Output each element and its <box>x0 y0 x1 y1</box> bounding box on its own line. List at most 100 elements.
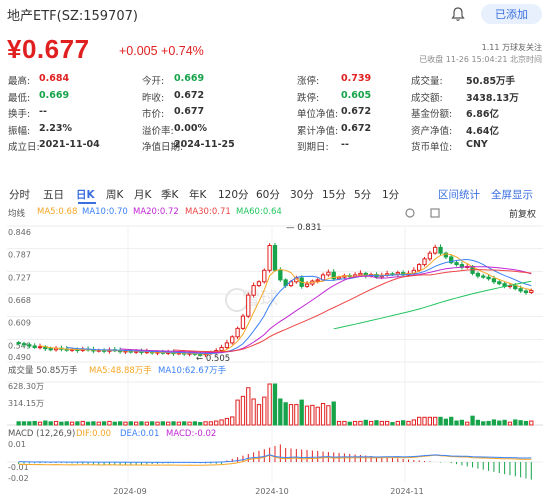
volume-bar <box>53 420 59 426</box>
volume-bar <box>278 398 283 426</box>
candle-body <box>491 278 497 283</box>
tab-period[interactable]: 日K <box>76 189 95 201</box>
tab-period[interactable]: 5分 <box>354 189 372 201</box>
date-axis-label: 2024-10 <box>255 487 288 496</box>
volume-bar <box>283 402 288 426</box>
candle-body <box>315 279 320 282</box>
tab-period[interactable]: 30分 <box>290 189 314 201</box>
volume-bar <box>123 421 128 426</box>
volume-bar <box>320 402 326 426</box>
volume-bar <box>486 420 491 426</box>
volume-bar <box>529 420 534 426</box>
quote-label: 到期日: <box>297 142 329 153</box>
volume-bar <box>304 405 310 426</box>
volume-bar <box>507 421 513 426</box>
quote-label: 振幅: <box>8 125 31 137</box>
volume-bar <box>513 419 518 426</box>
quote-label: 最低: <box>8 92 31 104</box>
quote-label: 市价: <box>142 109 165 120</box>
volume-bar <box>155 421 160 426</box>
quote-grid: 最高: 0.684 今开: 0.669 涨停: 0.739 成交量: 50.85万手 最低: 0.… <box>8 73 548 156</box>
bell-icon[interactable] <box>449 5 467 23</box>
volume-bar <box>107 420 112 426</box>
volume-bar <box>342 420 347 426</box>
candle-body <box>326 271 331 276</box>
candle-body <box>422 258 427 266</box>
quote-label: 单位净值: <box>297 109 339 120</box>
candle-body <box>272 244 278 271</box>
candle-body <box>449 256 454 264</box>
volume-legend-label: 成交量 50.85万手 <box>8 365 78 376</box>
quote-value: 0.672 <box>174 89 205 101</box>
date-axis-label: 2024-09 <box>113 487 146 496</box>
fullscreen-link[interactable]: 全屏显示 <box>491 189 533 201</box>
tab-period[interactable]: 季K <box>161 189 179 201</box>
high-annotation: — 0.831 <box>286 223 322 233</box>
added-watchlist-button[interactable]: 已添加 <box>481 4 542 24</box>
ma-legend-label: 均线 <box>8 209 26 219</box>
range-stats-link[interactable]: 区间统计 <box>438 189 480 201</box>
low-annotation: ← 0.505 <box>196 354 230 364</box>
quote-label: 跌停: <box>297 92 320 104</box>
settings-icon[interactable] <box>405 208 415 218</box>
price-axis-label: 0.787 <box>8 251 31 260</box>
period-tabs: 区间统计 全屏显示 分时 五日 日K 周K 月K 季K 年K 120分 60分 30分 15分 5分 1… <box>0 183 550 204</box>
volume-bar <box>502 419 507 426</box>
volume-bar <box>358 420 363 426</box>
quote-value: 2021-11-04 <box>39 139 100 150</box>
tab-period[interactable]: 五日 <box>43 189 64 201</box>
adjust-mode[interactable]: 前复权 <box>509 210 537 220</box>
quote-value: 0.739 <box>341 73 372 84</box>
volume-bar <box>400 420 406 426</box>
volume-bar <box>294 404 299 426</box>
volume-bar <box>454 420 459 426</box>
tab-period[interactable]: 120分 <box>218 189 249 201</box>
quote-value: 2024-11-25 <box>174 139 235 150</box>
volume-bar <box>85 421 91 426</box>
volume-bar <box>459 419 465 426</box>
quote-row: 换手: -- 市价: 0.677 单位净值: 0.672 基金份额: 6.86亿 <box>8 106 548 123</box>
volume-bar <box>475 419 481 426</box>
volume-bar <box>32 420 37 426</box>
candle-body <box>235 327 240 338</box>
volume-bar <box>208 421 214 426</box>
candle-body <box>454 262 459 266</box>
quote-value: 0.672 <box>341 122 372 134</box>
candle-body <box>198 353 203 356</box>
tab-period[interactable]: 15分 <box>322 189 346 201</box>
quote-value: 0.00% <box>174 122 207 134</box>
expand-icon[interactable] <box>430 208 440 218</box>
candle-body <box>32 345 37 348</box>
quote-value: 0.672 <box>341 106 372 117</box>
tab-period[interactable]: 月K <box>134 189 152 201</box>
volume-bar <box>481 421 486 426</box>
volume-bar <box>331 401 336 426</box>
market-status: 已收盘 11-26 15:04:21 北京时间 <box>419 55 542 64</box>
volume-bar <box>139 421 144 426</box>
current-price: ¥0.677 <box>7 34 90 64</box>
volume-bar <box>198 422 203 426</box>
price-axis-label: 0.727 <box>8 273 31 282</box>
tab-period[interactable]: 年K <box>189 189 207 201</box>
tab-period[interactable]: 周K <box>106 189 124 201</box>
volume-bar <box>133 421 139 426</box>
quote-label: 涨停: <box>297 76 320 87</box>
candle-body <box>304 283 310 287</box>
candle-body <box>443 252 449 258</box>
macd-dea-label: DEA:0.01 <box>120 429 159 439</box>
macd-axis-label: -0.01 <box>8 463 29 472</box>
tab-period[interactable]: 1分 <box>382 189 400 201</box>
volume-bar <box>262 396 267 426</box>
tab-period[interactable]: 60分 <box>256 189 280 201</box>
volume-bar <box>491 419 497 426</box>
candle-body <box>27 344 32 347</box>
candle-body <box>395 272 400 275</box>
volume-bar <box>256 404 262 426</box>
ma-legend-item: MA5:0.68 <box>37 207 78 217</box>
tab-period[interactable]: 分时 <box>9 189 30 201</box>
candle-body <box>256 281 262 287</box>
volume-bar <box>219 419 224 426</box>
volume-bar <box>310 404 315 426</box>
quote-row: 成立日: 2021-11-04 净值日期: 2024-11-25 到期日: -- 货币单位:… <box>8 139 548 156</box>
